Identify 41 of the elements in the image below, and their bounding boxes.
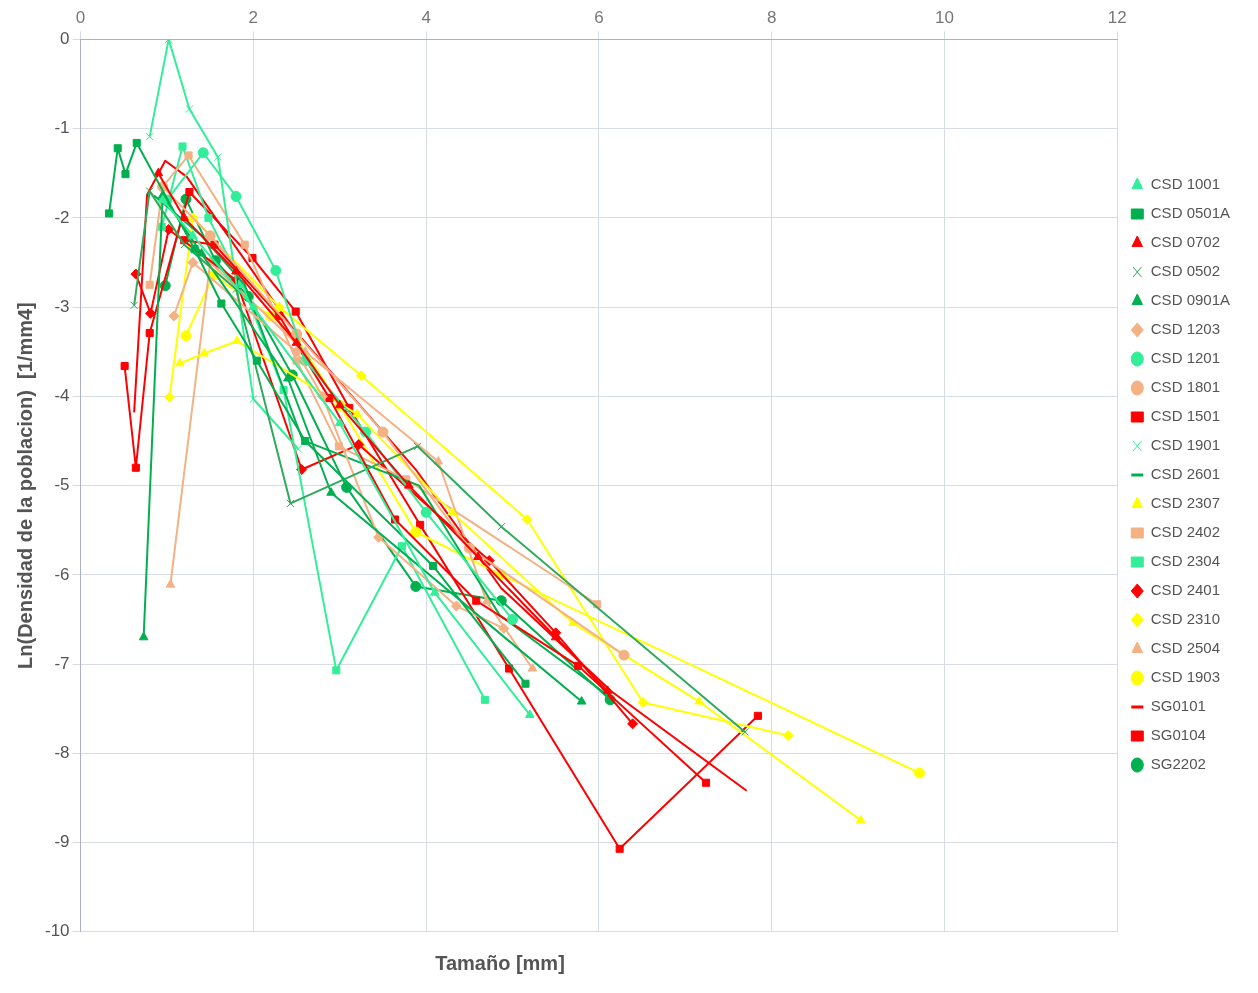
legend-label: CSD 0901A: [1150, 291, 1231, 309]
y-tick-label: -5: [54, 475, 70, 495]
x-tick-label: 2: [248, 7, 259, 27]
legend-label: CSD 1501: [1150, 407, 1221, 425]
legend-label: CSD 2304: [1150, 552, 1221, 570]
x-tick-label: 4: [421, 7, 431, 27]
legend-label: SG2202: [1150, 755, 1206, 773]
legend-label: CSD 1901: [1150, 436, 1221, 454]
legend-label: CSD 1001: [1150, 175, 1221, 193]
y-tick-label: -4: [54, 386, 70, 406]
legend-label: CSD 2310: [1150, 610, 1221, 628]
legend-label: CSD 0502: [1150, 262, 1221, 280]
x-axis-title: Tamaño [mm]: [434, 952, 566, 975]
y-tick-label: -10: [44, 921, 70, 941]
legend-label: CSD 2504: [1150, 639, 1221, 657]
legend-label: CSD 1801: [1150, 378, 1221, 396]
legend-label: CSD 2401: [1150, 581, 1221, 599]
y-tick-label: -9: [54, 832, 70, 852]
x-tick-label: 8: [766, 7, 777, 27]
x-tick-label: 0: [75, 7, 86, 27]
legend-label: SG0101: [1150, 697, 1206, 715]
y-tick-label: -2: [54, 207, 70, 227]
legend-label: CSD 2307: [1150, 494, 1221, 512]
y-tick-label: 0: [60, 29, 70, 49]
legend-label: CSD 2601: [1150, 465, 1221, 483]
legend-label: CSD 2402: [1150, 523, 1221, 541]
y-tick-label: -8: [54, 743, 70, 763]
y-tick-label: -1: [54, 118, 70, 138]
y-axis-title: Ln(Densidad de la poblacion) [1/mm4]: [13, 302, 36, 669]
legend-label: SG0104: [1150, 726, 1206, 744]
y-tick-label: -3: [54, 296, 70, 316]
y-tick-label: -6: [54, 564, 70, 584]
legend-label: CSD 0501A: [1150, 204, 1231, 222]
legend-label: CSD 1903: [1150, 668, 1221, 686]
y-tick-label: -7: [54, 653, 70, 673]
x-tick-label: 12: [1107, 7, 1127, 27]
x-tick-label: 6: [594, 7, 604, 27]
legend-label: CSD 0702: [1150, 233, 1221, 251]
legend-label: CSD 1201: [1150, 349, 1221, 367]
legend-label: CSD 1203: [1150, 320, 1221, 338]
x-tick-label: 10: [935, 7, 954, 27]
